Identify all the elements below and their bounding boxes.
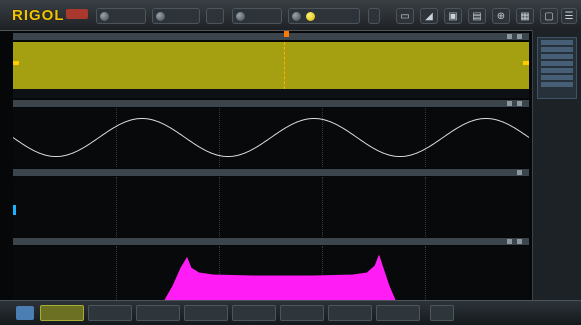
- math-title-bar[interactable]: [13, 169, 529, 176]
- fft-panel: [13, 238, 529, 300]
- time-domain-panel: [13, 100, 529, 167]
- save-icon[interactable]: ▦: [516, 8, 534, 24]
- overview-panel: [13, 31, 529, 98]
- math-box[interactable]: [232, 305, 276, 321]
- trigger-position-marker[interactable]: [284, 31, 289, 37]
- fft-title-bar[interactable]: [13, 238, 529, 245]
- run-stop-icon[interactable]: ▣: [444, 8, 462, 24]
- sine-trace: [13, 118, 529, 157]
- fft-waveform-area[interactable]: [13, 246, 529, 300]
- trigger-icon[interactable]: ◢: [420, 8, 438, 24]
- measurement-legend[interactable]: [537, 37, 577, 99]
- menu-icon[interactable]: ☰: [561, 8, 577, 24]
- left-edge-marker[interactable]: [13, 61, 19, 65]
- memory-depth-control[interactable]: [232, 8, 282, 24]
- rigol-logo: RIGOL: [12, 7, 65, 24]
- channel-1-box[interactable]: [40, 305, 84, 321]
- acquisition-control[interactable]: [152, 8, 200, 24]
- channel-marker[interactable]: [13, 205, 16, 215]
- math-panel: [13, 169, 529, 237]
- navigation-icon[interactable]: [16, 306, 34, 320]
- right-edge-marker[interactable]: [523, 61, 529, 65]
- cursor-icon[interactable]: ⊕: [492, 8, 510, 24]
- math-waveform-area[interactable]: [13, 177, 529, 237]
- ref-box[interactable]: [280, 305, 324, 321]
- measure-icon[interactable]: ▤: [468, 8, 486, 24]
- close-icon[interactable]: [517, 239, 522, 244]
- horizontal-control[interactable]: [96, 8, 146, 24]
- expand-icon[interactable]: [507, 101, 512, 106]
- channel-2-box[interactable]: [88, 305, 132, 321]
- sample-rate-display: [206, 8, 224, 24]
- expand-icon[interactable]: [507, 239, 512, 244]
- trigger-position-line: [284, 42, 285, 89]
- add-channel-box[interactable]: [430, 305, 454, 321]
- channel-3-box[interactable]: [136, 305, 180, 321]
- overview-time-axis: [13, 89, 529, 98]
- decode-box[interactable]: [328, 305, 372, 321]
- trigger-source-icon: [305, 11, 315, 21]
- channel-4-box[interactable]: [184, 305, 228, 321]
- knob-icon: [156, 11, 165, 21]
- knob-icon: [100, 11, 109, 21]
- knob-icon: [236, 11, 245, 21]
- fft-spectrum-trace: [164, 254, 396, 300]
- trigger-level-display: [368, 8, 380, 24]
- trigger-control[interactable]: [288, 8, 360, 24]
- overview-title-bar[interactable]: [13, 33, 529, 40]
- knob-icon: [292, 11, 301, 21]
- overview-waveform-area[interactable]: [13, 42, 529, 89]
- top-toolbar: RIGOL ▭ ◢ ▣ ▤ ⊕ ▦ ▢ ☰: [0, 0, 581, 31]
- time-domain-waveform-area[interactable]: [13, 108, 529, 167]
- close-icon[interactable]: [517, 170, 522, 175]
- close-icon[interactable]: [517, 101, 522, 106]
- utility-icon[interactable]: ▢: [540, 8, 558, 24]
- time-domain-title-bar[interactable]: [13, 100, 529, 107]
- status-indicator: [66, 9, 88, 19]
- horizontal-icon[interactable]: ▭: [396, 8, 414, 24]
- expand-icon[interactable]: [507, 34, 512, 39]
- close-icon[interactable]: [517, 34, 522, 39]
- digital-box[interactable]: [376, 305, 420, 321]
